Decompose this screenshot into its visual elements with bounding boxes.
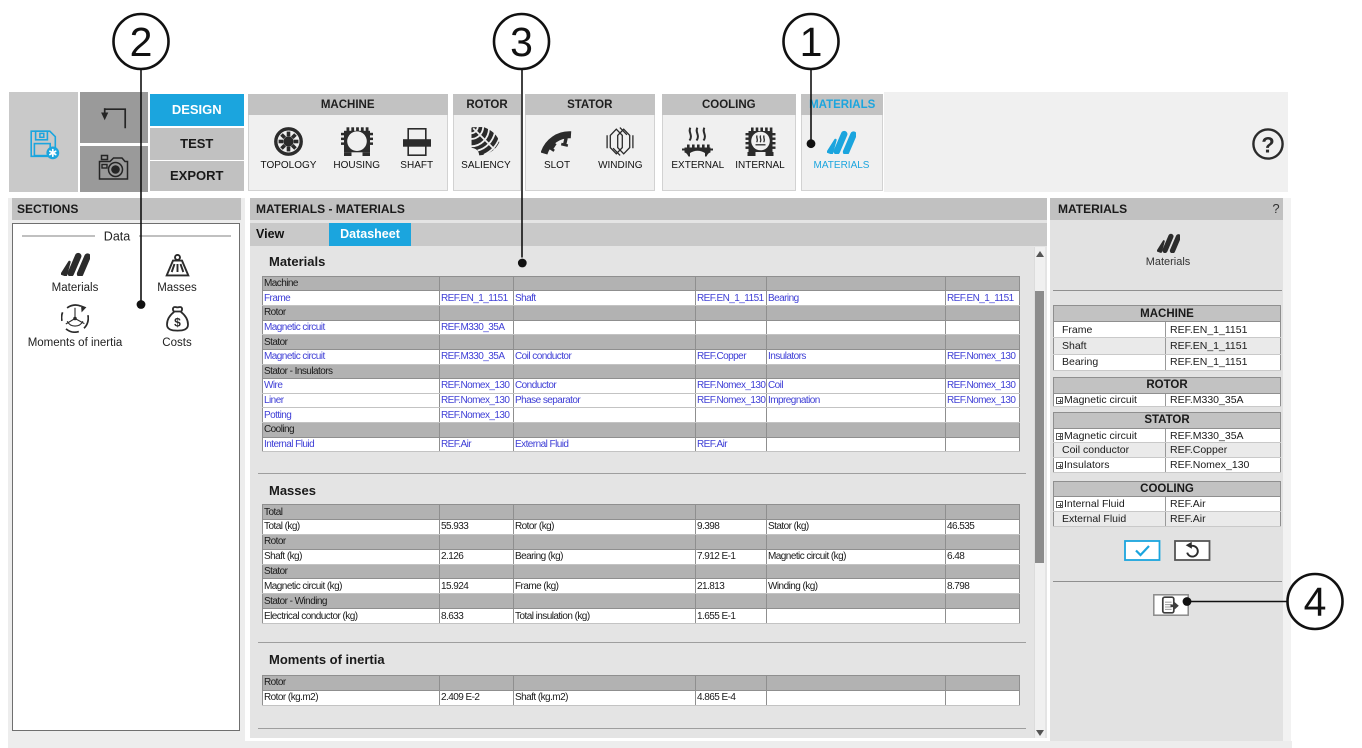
svg-text:1: 1 (800, 19, 823, 65)
svg-text:Data: Data (104, 230, 130, 244)
svg-text:?: ? (1261, 133, 1274, 158)
svg-text:3: 3 (510, 19, 533, 65)
svg-text:4: 4 (1304, 579, 1327, 625)
svg-text:$: $ (174, 315, 181, 329)
svg-text:2: 2 (130, 19, 153, 65)
